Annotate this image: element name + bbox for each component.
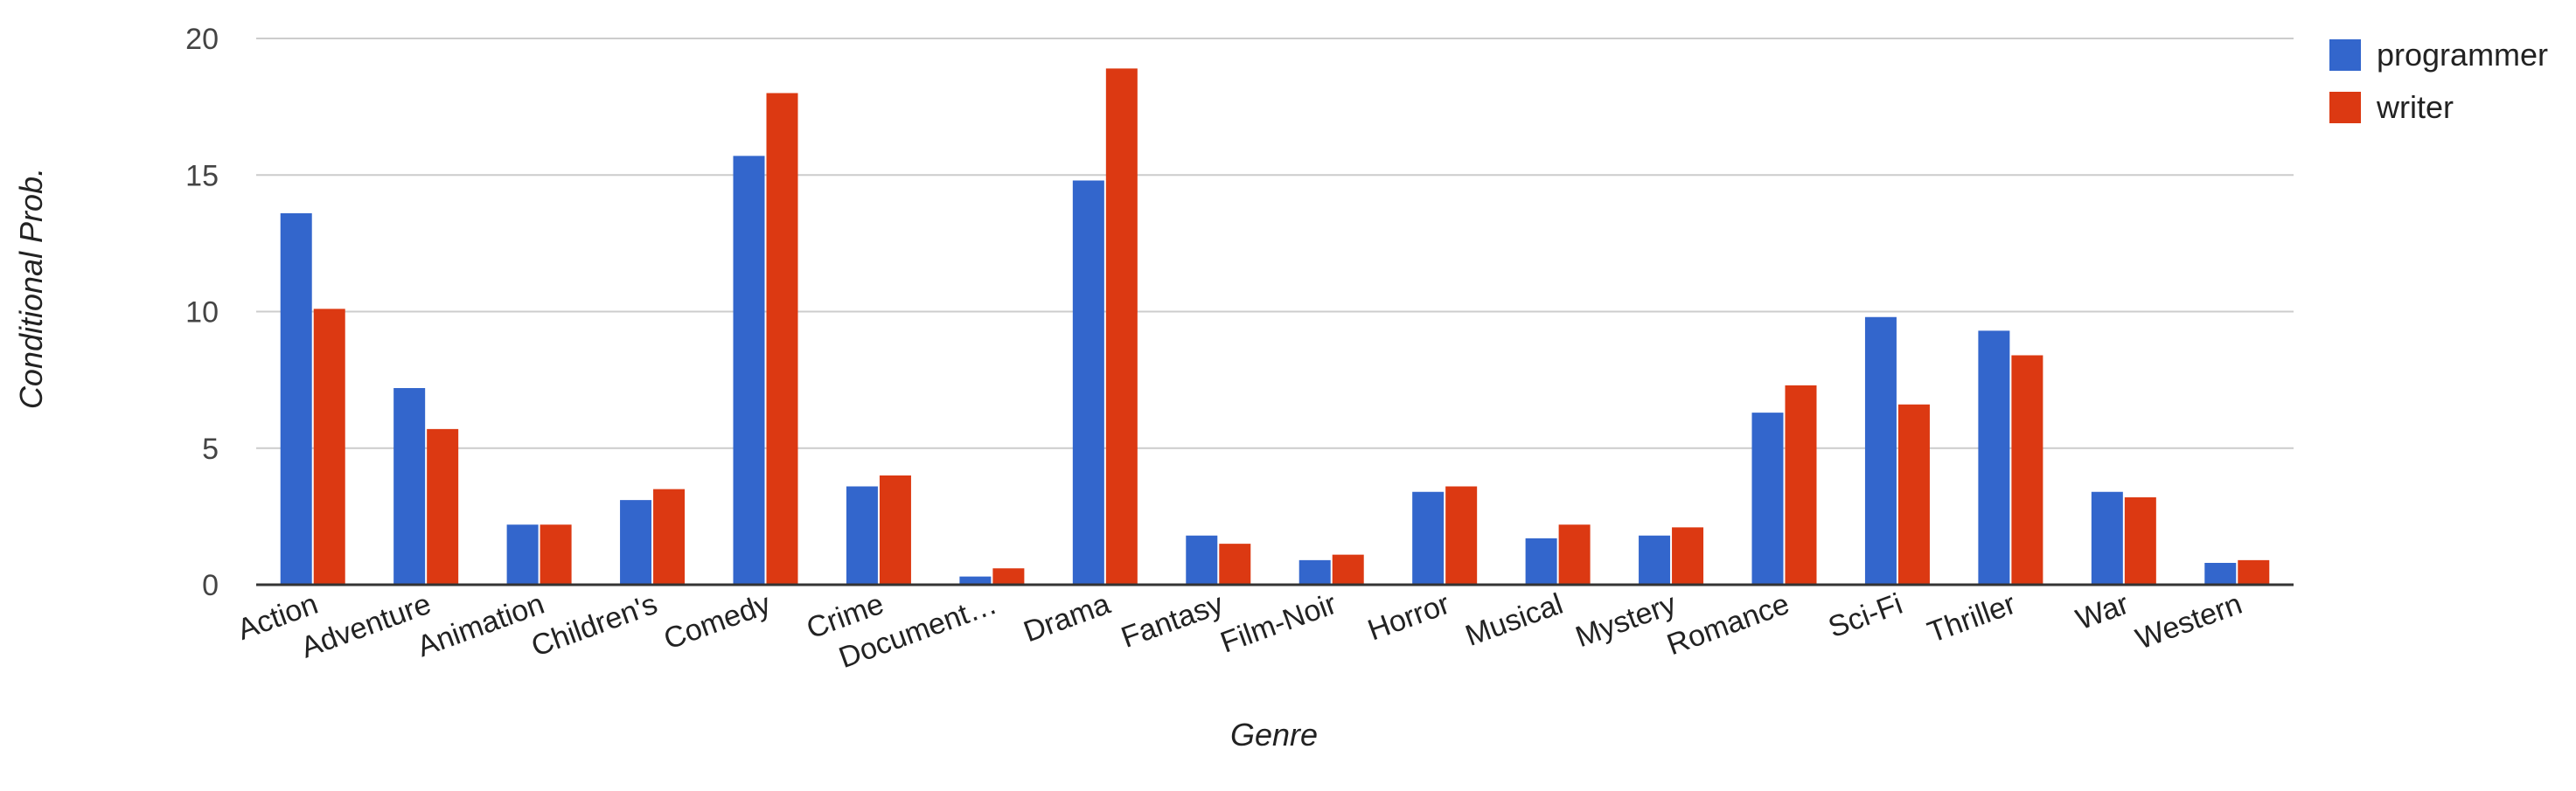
bar-programmer	[1639, 535, 1671, 585]
bar-writer	[1785, 385, 1817, 585]
x-tick-label: Fantasy	[1117, 587, 1228, 655]
x-tick-label: Sci-Fi	[1824, 587, 1907, 644]
x-tick-label: Comedy	[659, 587, 775, 656]
x-tick-label: Horror	[1363, 587, 1454, 648]
bar-programmer	[280, 213, 312, 585]
y-tick-label: 20	[185, 23, 219, 56]
bar-writer	[1219, 544, 1251, 585]
y-tick-label: 5	[202, 433, 219, 466]
bar-writer	[1558, 524, 1591, 585]
x-tick-label: Drama	[1020, 587, 1115, 649]
bar-writer	[653, 489, 686, 585]
bar-programmer	[1978, 330, 2010, 585]
bar-programmer	[1864, 316, 1897, 585]
bar-programmer	[1186, 535, 1218, 585]
bar-writer	[2124, 497, 2156, 585]
x-axis-title: Genre	[1230, 717, 1318, 753]
x-tick-label: Musical	[1461, 587, 1567, 653]
bar-writer	[879, 475, 911, 585]
x-tick-label: Children's	[527, 587, 662, 663]
bar-programmer	[620, 500, 652, 585]
bar-programmer	[959, 576, 992, 585]
bar-writer	[427, 428, 459, 585]
bar-programmer	[2091, 491, 2123, 585]
bar-writer	[992, 568, 1025, 585]
x-tick-label: Adventure	[296, 587, 435, 665]
bar-programmer	[1298, 559, 1331, 585]
bar-writer	[540, 524, 572, 585]
bar-programmer	[846, 486, 878, 585]
bar-writer	[2011, 355, 2043, 585]
y-tick-label: 15	[185, 159, 219, 192]
bar-writer	[313, 309, 345, 585]
y-tick-label: 10	[185, 296, 219, 330]
bar-writer	[766, 93, 798, 585]
bar-writer	[1445, 486, 1478, 585]
bar-programmer	[1412, 491, 1445, 585]
bar-writer	[1105, 68, 1138, 585]
bar-writer	[2238, 559, 2270, 585]
legend-label-programmer: programmer	[2377, 37, 2548, 73]
x-tick-label: Animation	[413, 587, 548, 663]
legend-label-writer: writer	[2376, 89, 2454, 125]
legend-swatch-programmer	[2329, 39, 2361, 71]
bar-programmer	[1072, 180, 1104, 585]
legend-swatch-writer	[2329, 92, 2361, 123]
bar-programmer	[1525, 538, 1557, 585]
x-tick-label: Thriller	[1923, 587, 2020, 649]
gridlines	[256, 38, 2294, 449]
bar-writer	[1332, 554, 1364, 585]
bar-programmer	[393, 388, 426, 585]
bar-programmer	[1751, 413, 1784, 585]
bar-programmer	[506, 524, 539, 585]
x-tick-label: Romance	[1662, 587, 1793, 662]
bars	[280, 68, 2270, 585]
bar-writer	[1897, 404, 1930, 585]
bar-programmer	[733, 156, 765, 585]
bar-programmer	[2204, 563, 2237, 585]
x-tick-label: Film-Noir	[1216, 587, 1341, 660]
x-tick-label: Mystery	[1571, 587, 1681, 654]
y-tick-label: 0	[202, 569, 219, 602]
legend: programmer writer	[2329, 37, 2548, 125]
x-tick-label: Western	[2132, 587, 2246, 656]
x-tick-label: War	[2071, 587, 2133, 637]
y-axis-title: Conditional Prob.	[13, 168, 49, 409]
bar-writer	[1672, 527, 1704, 585]
